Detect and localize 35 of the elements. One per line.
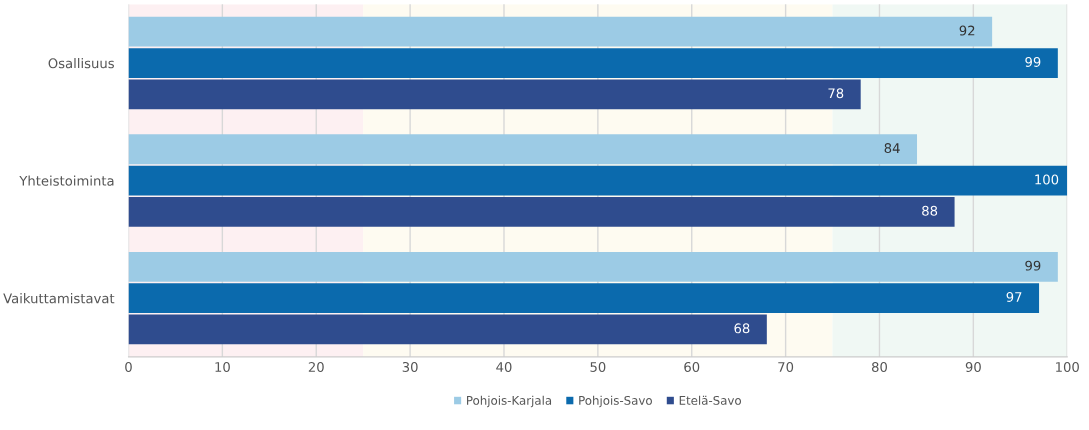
x-tick-label: 80 <box>871 361 887 372</box>
bar <box>128 79 861 110</box>
y-tick-label: Vaikuttamistavat <box>3 293 115 304</box>
x-tick-label: 0 <box>125 361 132 372</box>
x-tick-label: 50 <box>590 361 606 372</box>
legend-label: Pohjois-Karjala <box>467 395 552 408</box>
data-label: 78 <box>828 88 844 99</box>
data-label: 84 <box>884 143 900 154</box>
data-label: 97 <box>1006 291 1022 302</box>
x-tick-label: 90 <box>965 361 981 372</box>
x-tick-label: 20 <box>308 361 324 372</box>
data-label: 68 <box>734 323 750 334</box>
x-tick-label: 70 <box>778 361 794 372</box>
bar <box>128 251 1058 282</box>
data-label: 88 <box>922 205 938 216</box>
x-tick-label: 100 <box>1056 361 1079 372</box>
bar <box>128 134 918 165</box>
x-tick-label: 10 <box>215 361 230 372</box>
bar <box>128 314 767 345</box>
bar <box>128 283 1040 314</box>
legend-label: Pohjois-Savo <box>579 395 652 408</box>
bar <box>128 16 993 47</box>
x-tick-label: 40 <box>496 361 512 372</box>
x-tick-label: 30 <box>402 361 418 372</box>
data-label: 92 <box>959 25 975 36</box>
y-tick-label: Yhteistoiminta <box>19 175 114 186</box>
bar <box>128 165 1068 196</box>
x-tick-label: 60 <box>684 361 700 372</box>
bar <box>128 197 955 227</box>
y-tick-label: Osallisuus <box>48 58 114 69</box>
bar <box>128 48 1058 78</box>
data-label: 100 <box>1035 174 1059 185</box>
legend-label: Etelä-Savo <box>679 395 741 405</box>
data-label: 99 <box>1025 260 1041 271</box>
data-label: 99 <box>1025 56 1041 67</box>
